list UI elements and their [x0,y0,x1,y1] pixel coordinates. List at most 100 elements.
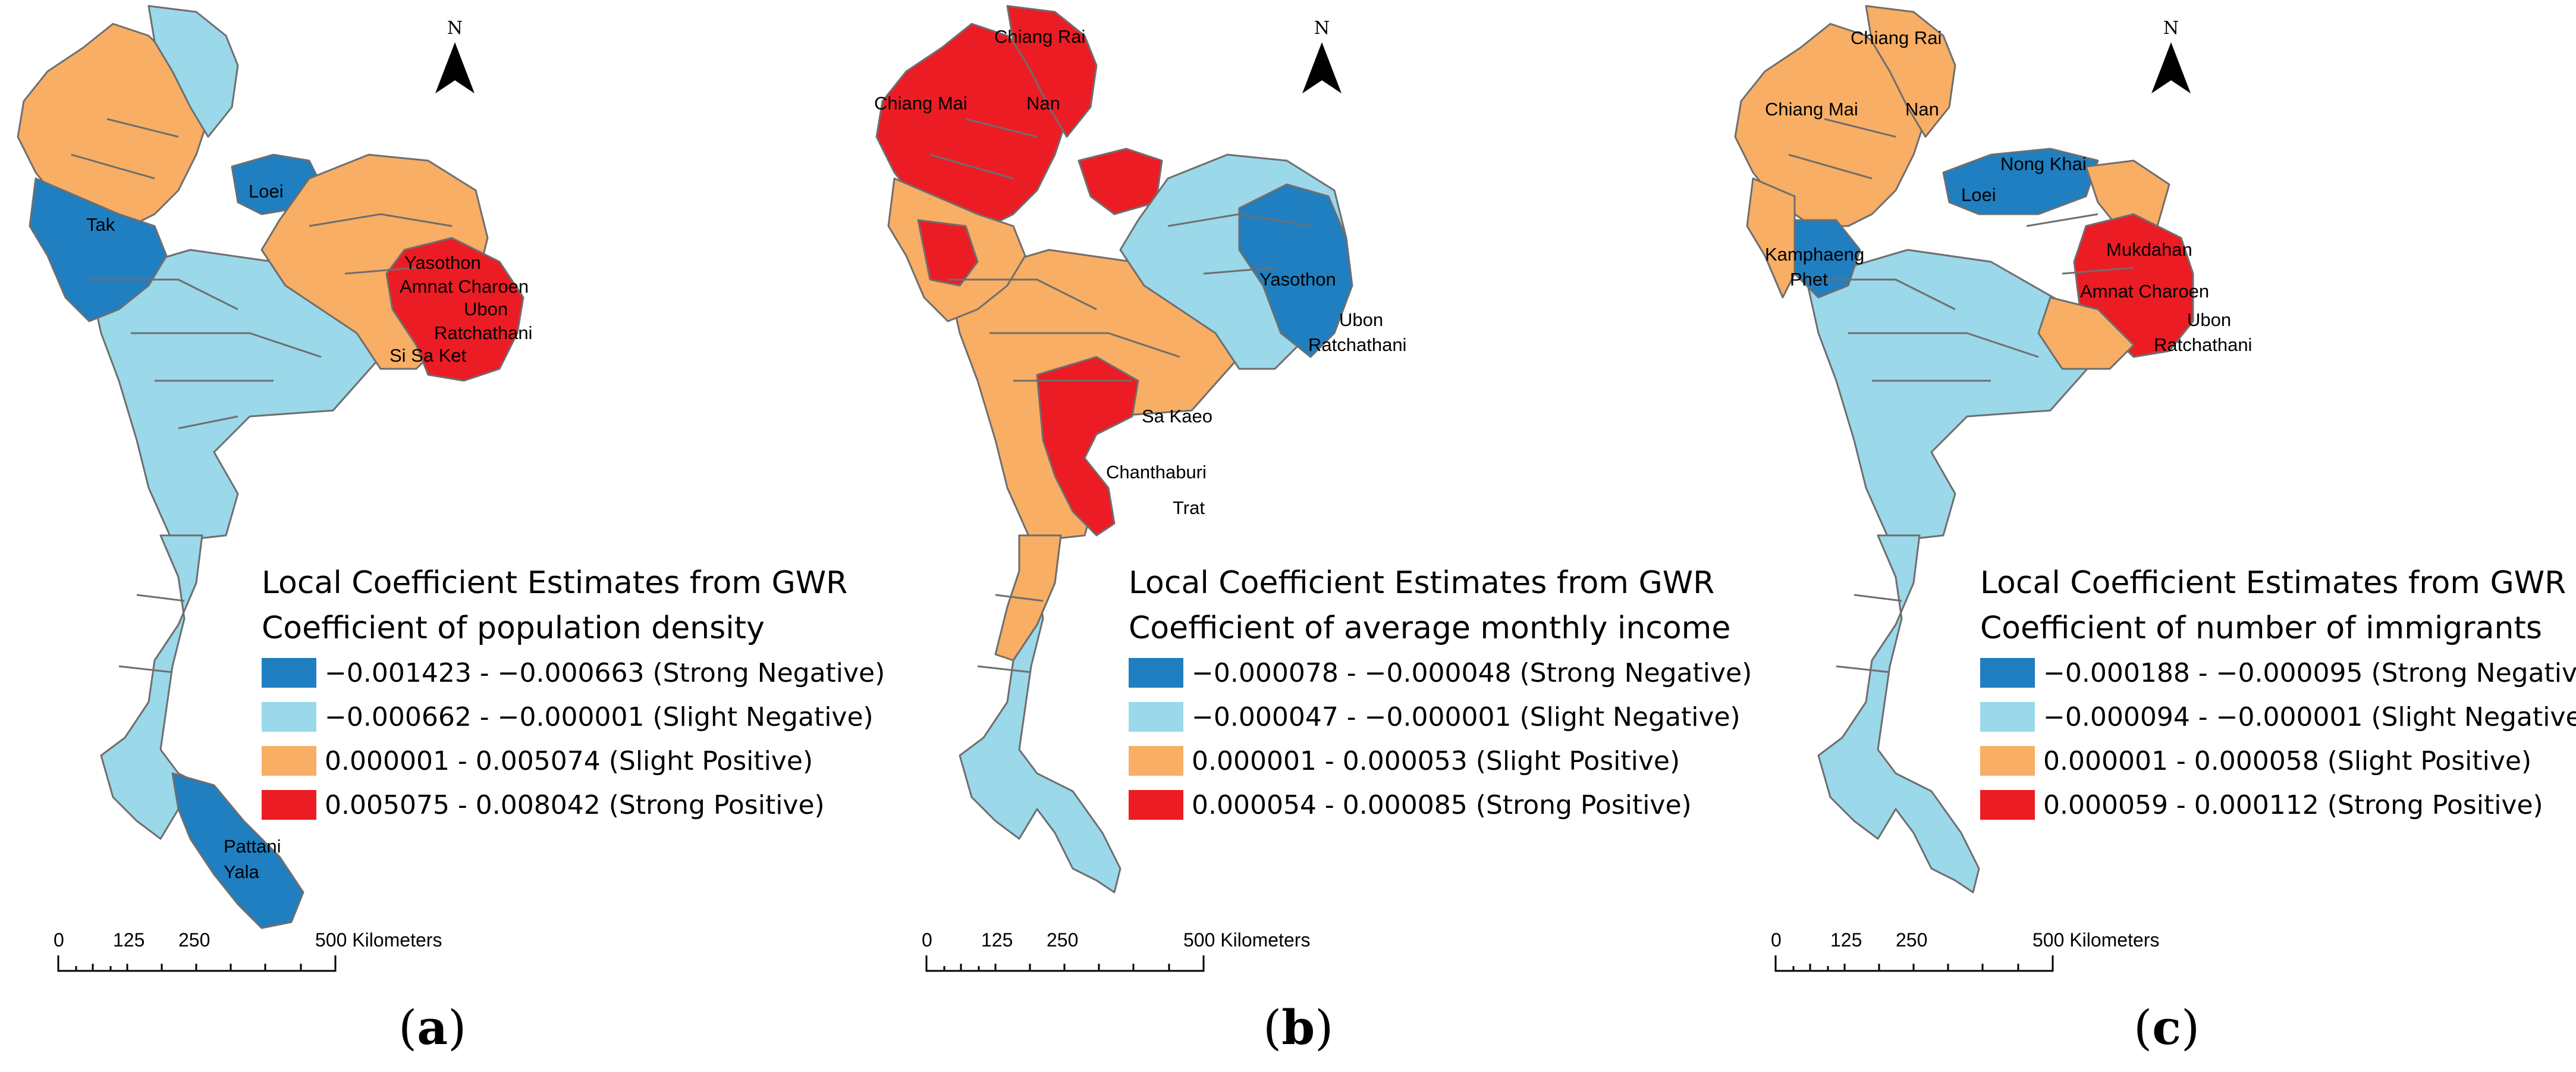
place-label: Yala [224,861,260,882]
scale-label: 0 [54,929,64,951]
scale-ruler [1774,955,2054,972]
legend-label: −0.000188 - −0.000095 (Strong Negative) [2043,657,2576,688]
region-north-west [875,23,1068,227]
place-label: Trat [1173,497,1205,518]
legend-label: −0.001423 - −0.000663 (Strong Negative) [325,657,885,688]
legend-label: 0.000001 - 0.000053 (Slight Positive) [1192,745,1680,776]
legend-swatch [1980,790,2035,820]
place-label: Yasothon [1259,269,1336,290]
region-isthmus [994,534,1062,662]
region-ne-east [385,237,524,382]
place-label: Chiang Rai [1851,27,1942,48]
north-letter: N [447,18,463,39]
scale-label: 125 [113,929,145,951]
place-label: Chiang Mai [874,93,967,114]
legend-swatch [1129,746,1183,776]
legend: Local Coefficient Estimates from GWR Coe… [1980,560,2576,827]
legend-label: −0.000078 - −0.000048 (Strong Negative) [1192,657,1752,688]
place-label: Kamphaeng [1765,244,1864,265]
region-east [1036,356,1139,537]
place-label: Pattani [224,836,281,857]
place-label: Chiang Rai [994,26,1085,47]
panel-caption: (b) [1263,999,1334,1055]
legend-subtitle: Coefficient of population density [262,610,765,646]
legend-swatch [1129,790,1183,820]
region-north-east-far [1865,5,1956,138]
legend-item: 0.005075 - 0.008042 (Strong Positive) [262,783,885,827]
region-north-west [17,23,209,227]
legend-title: Local Coefficient Estimates from GWR [1980,565,2566,601]
place-label: Ratchathani [434,322,532,343]
legend-subtitle: Coefficient of number of immigrants [1980,610,2542,646]
panel-caption: (a) [398,999,467,1055]
place-label: Amnat Charoen [2080,281,2209,302]
place-label: Loei [1961,184,1996,205]
scale-ruler [925,955,1205,972]
legend-swatch [262,790,316,820]
place-label: Nan [1026,93,1060,114]
legend-label: 0.005075 - 0.008042 (Strong Positive) [325,789,825,820]
legend-title: Local Coefficient Estimates from GWR [1129,565,1715,601]
legend-swatch [1980,746,2035,776]
legend-swatch [262,658,316,688]
legend-subtitle: Coefficient of average monthly income [1129,610,1731,646]
place-label: Ubon [464,299,508,319]
place-label: Nan [1905,99,1939,120]
region-loei [1942,148,2099,215]
legend-swatch [1129,702,1183,732]
legend: Local Coefficient Estimates from GWR Coe… [262,560,885,827]
legend-swatch [1980,702,2035,732]
scale-label: 500 Kilometers [1183,929,1311,951]
region-deep-south [171,772,304,929]
legend-label: 0.000001 - 0.000058 (Slight Positive) [2043,745,2532,776]
legend-item: 0.000059 - 0.000112 (Strong Positive) [1980,783,2576,827]
north-arrow-icon [2151,42,2191,93]
place-label: Ubon [1339,309,1383,330]
scale-ruler [57,955,337,972]
scale-bar: 0 125 250 500 Kilometers [54,929,442,977]
place-label: Ubon [2187,309,2231,330]
legend-swatch [1980,658,2035,688]
scale-label: 0 [922,929,932,951]
region-tak [29,177,168,322]
legend-item: −0.000188 - −0.000095 (Strong Negative) [1980,651,2576,695]
legend-item: 0.000054 - 0.000085 (Strong Positive) [1129,783,1752,827]
panel-caption: (c) [2134,999,2200,1055]
place-label: Si Sa Ket [389,345,467,366]
legend-swatch [262,746,316,776]
legend-item: −0.000662 - −0.000001 (Slight Negative) [262,695,885,739]
legend-swatch [1129,658,1183,688]
legend-label: 0.000001 - 0.005074 (Slight Positive) [325,745,813,776]
place-label: Mukdahan [2106,239,2192,260]
scale-label: 125 [1830,929,1862,951]
place-label: Sa Kaeo [1142,406,1212,427]
region-north-east-far [147,5,239,138]
place-label: Tak [86,214,115,235]
place-label: Ratchathani [1308,334,1406,355]
scale-label: 250 [178,929,211,951]
scale-bar: 0 125 250 500 Kilometers [922,929,1310,977]
region-red-central [917,219,979,287]
place-label: Phet [1790,269,1828,290]
region-ne-east [1238,183,1353,358]
legend-swatch [262,702,316,732]
legend-label: 0.000054 - 0.000085 (Strong Positive) [1192,789,1692,820]
choropleth-map: Chiang Rai Chiang Mai Nan Yasothon Ubon … [874,5,1406,894]
scale-label: 500 Kilometers [315,929,442,951]
place-label: Amnat Charoen [400,276,529,297]
legend-item: −0.000094 - −0.000001 (Slight Negative) [1980,695,2576,739]
map-panel-a: Tak Loei Yasothon Amnat Charoen Ubon Rat… [0,0,885,1072]
region-west-strip [1746,177,1796,299]
legend-item: 0.000001 - 0.000053 (Slight Positive) [1129,739,1752,783]
north-arrow-icon [435,42,475,93]
legend-title: Local Coefficient Estimates from GWR [262,565,848,601]
choropleth-map: Tak Loei Yasothon Amnat Charoen Ubon Rat… [17,5,532,929]
north-letter: N [2163,18,2179,39]
scale-label: 250 [1896,929,1928,951]
legend-item: 0.000001 - 0.000058 (Slight Positive) [1980,739,2576,783]
region-ne-south-orange [2037,296,2135,370]
north-letter: N [1314,18,1330,39]
map-panel-b: Chiang Rai Chiang Mai Nan Yasothon Ubon … [859,0,1752,1072]
north-arrow: N [428,18,482,95]
choropleth-map: Chiang Rai Chiang Mai Nan Nong Khai Loei… [1734,5,2252,894]
